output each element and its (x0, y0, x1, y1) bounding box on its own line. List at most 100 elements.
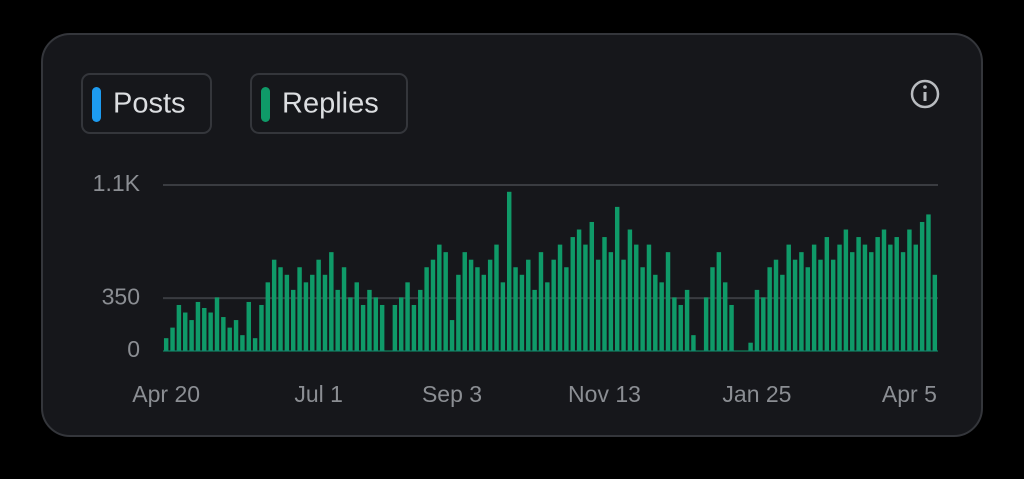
bar (843, 229, 849, 351)
bar (570, 237, 575, 351)
bar (875, 237, 880, 351)
bar (805, 267, 810, 351)
bar (513, 267, 518, 351)
bar (526, 259, 531, 351)
bar (519, 274, 525, 351)
bar (780, 274, 785, 351)
bar (773, 259, 779, 351)
bar (869, 252, 874, 351)
bar (176, 304, 182, 351)
bar (881, 229, 887, 351)
bar (297, 267, 302, 351)
bar (576, 229, 582, 351)
bar (551, 259, 556, 351)
bar (703, 297, 709, 351)
bar (786, 244, 791, 351)
bar (595, 259, 601, 351)
bar (608, 252, 614, 351)
bar (456, 274, 461, 351)
legend-swatch (261, 87, 270, 122)
bar (405, 282, 410, 351)
bar (583, 244, 588, 351)
bar (907, 229, 912, 351)
bar (621, 259, 626, 351)
bar (678, 304, 683, 351)
x-tick-label: Jan 25 (722, 381, 791, 407)
bar (900, 252, 906, 351)
bar (500, 282, 506, 351)
bar (640, 267, 645, 351)
bar (392, 304, 398, 351)
legend-label: Replies (282, 88, 379, 120)
bar (665, 252, 671, 351)
bar (532, 289, 537, 351)
bar (373, 297, 379, 351)
bar (684, 289, 690, 351)
bar (545, 282, 550, 351)
bar (481, 274, 487, 351)
legend-button[interactable] (250, 73, 408, 134)
bar (462, 252, 467, 351)
bar (818, 259, 823, 351)
bar (354, 282, 359, 351)
bar (888, 244, 893, 351)
bar (449, 320, 455, 351)
bar (710, 267, 715, 351)
card (41, 33, 983, 437)
bar (214, 297, 220, 351)
bar (246, 301, 251, 351)
bar (259, 304, 264, 351)
bar (379, 304, 385, 351)
bar (850, 252, 855, 351)
bar (487, 259, 493, 351)
bar (163, 338, 169, 351)
x-tick-label: Sep 3 (422, 381, 482, 407)
bar (830, 259, 836, 351)
legend-swatch (92, 87, 101, 122)
bar (564, 267, 569, 351)
bar (799, 252, 804, 351)
bar (316, 259, 321, 351)
bar (468, 259, 474, 351)
bar (589, 221, 595, 351)
bar (627, 229, 633, 351)
bar (195, 301, 201, 351)
bar (614, 206, 620, 351)
bar (716, 252, 722, 351)
bar (748, 342, 753, 351)
bar (856, 237, 861, 351)
y-tick-label: 350 (102, 283, 140, 309)
bar (932, 274, 938, 351)
info-circle (910, 79, 940, 109)
bar (303, 282, 309, 351)
bar (443, 252, 448, 351)
bar (926, 214, 931, 351)
bar (634, 244, 639, 351)
legend-button[interactable] (81, 73, 212, 134)
bar (653, 274, 658, 351)
bar (322, 274, 328, 351)
bar (919, 221, 925, 351)
legend-label: Posts (113, 88, 186, 120)
y-tick-label: 1.1K (93, 170, 141, 196)
bar (418, 289, 423, 351)
bar (722, 282, 728, 351)
bar (602, 237, 607, 351)
bar (824, 237, 830, 351)
x-tick-label: Apr 5 (882, 381, 937, 407)
info-icon[interactable] (910, 79, 940, 109)
bar (284, 274, 290, 351)
bar (335, 289, 340, 351)
bar (348, 297, 353, 351)
bar (761, 297, 766, 351)
bar (252, 338, 258, 351)
bar (221, 317, 226, 351)
bar (310, 274, 315, 351)
bar (367, 289, 372, 351)
bar (183, 312, 188, 351)
bar (767, 267, 772, 351)
bar (411, 304, 417, 351)
x-tick-label: Nov 13 (568, 381, 641, 407)
